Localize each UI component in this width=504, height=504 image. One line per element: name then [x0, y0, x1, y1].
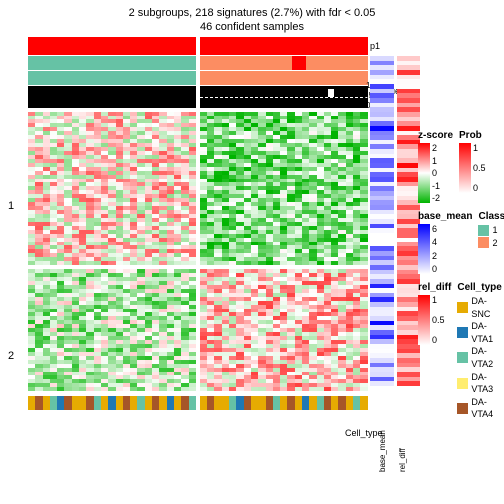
heatmap	[28, 112, 368, 392]
main-panel: p1 p2 Class Silhouettescore 1 0.5 0	[28, 37, 368, 410]
p2-bar	[28, 56, 368, 70]
p1-label: p1	[370, 41, 380, 51]
class-bar	[28, 71, 368, 85]
celltype-label: Cell_type	[345, 428, 383, 438]
cluster-label-2: 2	[8, 350, 14, 362]
reldiff-xlabel: rel_diff	[398, 448, 407, 472]
side-annotations	[370, 56, 420, 386]
legend-panel: z-score210-1-2Prob10.50base_mean6420Clas…	[418, 40, 502, 429]
title-line1: 2 subgroups, 218 signatures (2.7%) with …	[0, 6, 504, 20]
title-line2: 46 confident samples	[0, 20, 504, 34]
title-block: 2 subgroups, 218 signatures (2.7%) with …	[0, 0, 504, 35]
cluster-label-1: 1	[8, 200, 14, 212]
p1-bar	[28, 37, 368, 55]
figure: 2 subgroups, 218 signatures (2.7%) with …	[0, 0, 504, 504]
silhouette-bar	[28, 86, 368, 108]
celltype-bar	[28, 396, 368, 410]
